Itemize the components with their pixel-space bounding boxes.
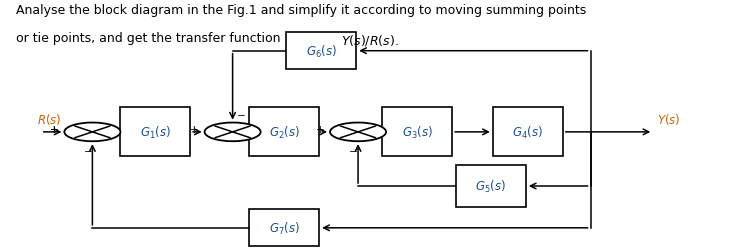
FancyBboxPatch shape bbox=[286, 33, 356, 70]
FancyBboxPatch shape bbox=[249, 210, 319, 246]
FancyBboxPatch shape bbox=[492, 108, 562, 157]
Text: $G_{4}(s)$: $G_{4}(s)$ bbox=[512, 124, 543, 140]
FancyBboxPatch shape bbox=[249, 108, 319, 157]
Text: +: + bbox=[50, 124, 59, 134]
Text: Analyse the block diagram in the Fig.1 and simplify it according to moving summi: Analyse the block diagram in the Fig.1 a… bbox=[17, 4, 587, 17]
Text: +: + bbox=[50, 124, 59, 134]
Text: $G_{7}(s)$: $G_{7}(s)$ bbox=[269, 220, 300, 236]
Text: −: − bbox=[84, 146, 93, 156]
Text: $G_{5}(s)$: $G_{5}(s)$ bbox=[475, 178, 506, 194]
Text: +: + bbox=[316, 124, 324, 134]
FancyBboxPatch shape bbox=[456, 166, 526, 207]
Text: −: − bbox=[237, 111, 245, 120]
Circle shape bbox=[205, 123, 261, 142]
Text: $\mathit{Y}(s)/\mathit{R}(s).$: $\mathit{Y}(s)/\mathit{R}(s).$ bbox=[341, 33, 399, 48]
Text: $Y(s)$: $Y(s)$ bbox=[657, 112, 681, 126]
FancyBboxPatch shape bbox=[120, 108, 191, 157]
Text: −: − bbox=[349, 146, 358, 156]
Text: $G_{1}(s)$: $G_{1}(s)$ bbox=[139, 124, 171, 140]
Text: or tie points, and get the transfer function: or tie points, and get the transfer func… bbox=[17, 32, 285, 45]
Text: $G_{3}(s)$: $G_{3}(s)$ bbox=[401, 124, 432, 140]
Text: $R(s)$: $R(s)$ bbox=[37, 112, 62, 126]
Text: $G_{6}(s)$: $G_{6}(s)$ bbox=[306, 44, 337, 60]
FancyBboxPatch shape bbox=[382, 108, 452, 157]
Text: +: + bbox=[190, 124, 199, 134]
Text: $G_{2}(s)$: $G_{2}(s)$ bbox=[269, 124, 300, 140]
Circle shape bbox=[330, 123, 386, 142]
Circle shape bbox=[64, 123, 120, 142]
